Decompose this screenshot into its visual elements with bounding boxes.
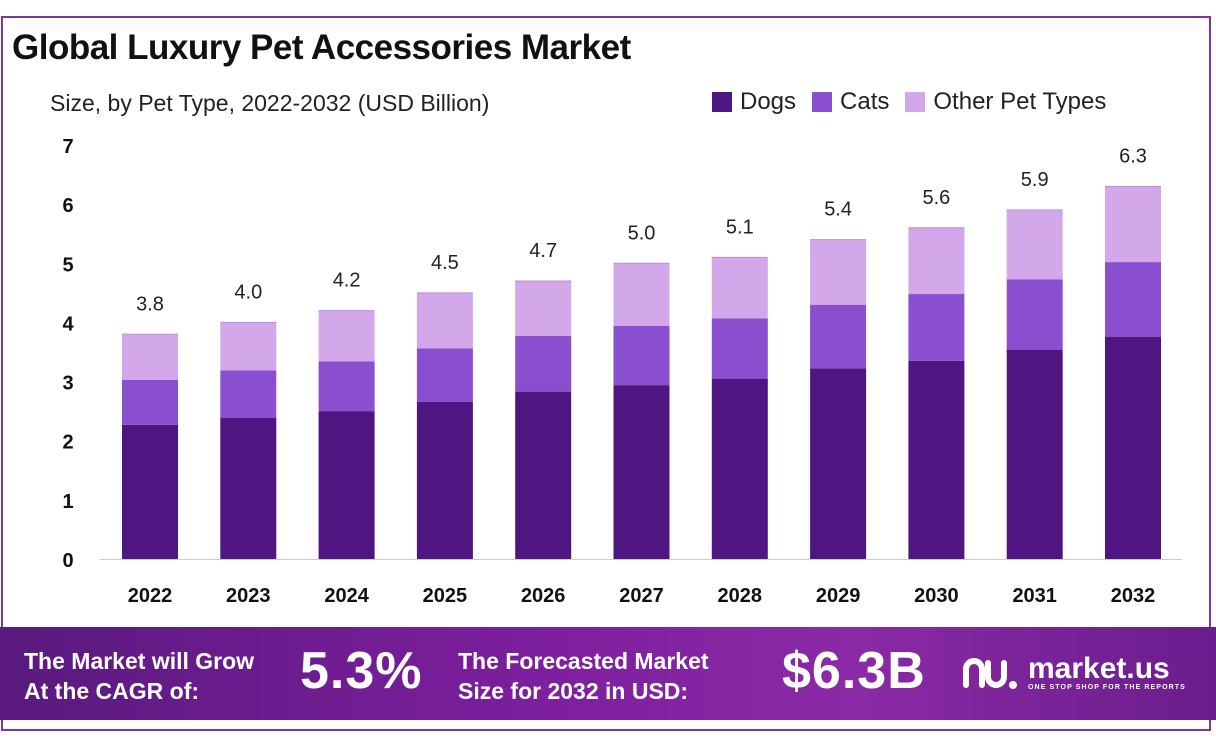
bar-segment-other-pet-types bbox=[416, 292, 473, 349]
brand-logo: market.us ONE STOP SHOP FOR THE REPORTS bbox=[962, 654, 1186, 691]
bar-segment-other-pet-types bbox=[613, 263, 670, 326]
legend: Dogs Cats Other Pet Types bbox=[712, 88, 1106, 116]
data-label: 5.9 bbox=[1021, 169, 1049, 191]
bar-segment-other-pet-types bbox=[908, 227, 965, 295]
x-tick-label: 2026 bbox=[521, 585, 566, 607]
x-tick-label: 2023 bbox=[226, 585, 271, 607]
data-label: 5.4 bbox=[824, 199, 852, 221]
cagr-value: 5.3% bbox=[300, 642, 423, 700]
legend-label-cats: Cats bbox=[840, 88, 890, 115]
y-tick-label: 0 bbox=[62, 550, 73, 572]
bar-segment-cats bbox=[613, 325, 670, 386]
y-tick-label: 2 bbox=[62, 432, 73, 454]
bar-segment-dogs bbox=[318, 411, 375, 559]
bar-segment-other-pet-types bbox=[711, 257, 768, 319]
forecast-value: $6.3B bbox=[782, 642, 926, 700]
data-label: 5.6 bbox=[922, 187, 950, 209]
bar-segment-dogs bbox=[220, 417, 277, 559]
stacked-bar-chart: 0 1 2 3 4 5 6 7 3.8 2022 4.0 2023 4.2 2024 4.5 2025 4.7 2… bbox=[62, 136, 1182, 607]
bar-segment-cats bbox=[122, 379, 178, 425]
bar-segment-cats bbox=[416, 348, 473, 402]
data-label: 4.7 bbox=[529, 240, 557, 262]
legend-label-dogs: Dogs bbox=[740, 88, 797, 115]
data-label: 5.0 bbox=[628, 222, 656, 244]
bar-segment-dogs bbox=[515, 391, 572, 559]
bar-segment-dogs bbox=[122, 424, 178, 559]
x-tick-label: 2028 bbox=[718, 585, 763, 607]
forecast-label: The Forecasted Market Size for 2032 in U… bbox=[458, 646, 709, 706]
x-tick-label: 2025 bbox=[423, 585, 468, 607]
data-label: 3.8 bbox=[136, 293, 164, 315]
chart-subtitle: Size, by Pet Type, 2022-2032 (USD Billio… bbox=[50, 90, 490, 116]
bar-segment-other-pet-types bbox=[515, 281, 572, 337]
bar-segment-other-pet-types bbox=[318, 310, 375, 362]
bar-segment-dogs bbox=[416, 401, 473, 559]
bar-segment-dogs bbox=[1006, 349, 1063, 559]
bar-segment-other-pet-types bbox=[810, 239, 867, 305]
data-label: 4.2 bbox=[333, 270, 361, 292]
bar-segment-cats bbox=[1105, 262, 1161, 337]
x-tick-label: 2029 bbox=[816, 585, 861, 607]
bar-segment-dogs bbox=[810, 368, 867, 559]
bar-segment-cats bbox=[220, 370, 277, 418]
data-label: 5.1 bbox=[726, 216, 754, 238]
bar-segment-dogs bbox=[613, 385, 670, 559]
data-label: 6.3 bbox=[1119, 145, 1147, 167]
cagr-label: The Market will Grow At the CAGR of: bbox=[24, 646, 254, 706]
legend-swatch-other bbox=[905, 92, 926, 112]
bar-segment-dogs bbox=[711, 378, 768, 559]
chart-title: Global Luxury Pet Accessories Market bbox=[12, 28, 631, 67]
y-tick-label: 4 bbox=[62, 313, 74, 335]
legend-swatch-cats bbox=[812, 92, 833, 112]
data-label: 4.0 bbox=[234, 281, 262, 303]
brand-tagline: ONE STOP SHOP FOR THE REPORTS bbox=[1028, 684, 1186, 691]
x-tick-label: 2030 bbox=[914, 585, 959, 607]
bar-segment-cats bbox=[1006, 279, 1063, 350]
data-label: 4.5 bbox=[431, 252, 459, 274]
bar-segment-dogs bbox=[1105, 336, 1161, 559]
brand-name: market.us bbox=[1028, 652, 1170, 685]
x-tick-label: 2032 bbox=[1111, 585, 1156, 607]
bar-segment-other-pet-types bbox=[122, 334, 178, 380]
legend-swatch-dogs bbox=[712, 92, 732, 112]
bar-segment-cats bbox=[908, 294, 965, 361]
y-tick-label: 3 bbox=[62, 373, 73, 395]
x-tick-label: 2022 bbox=[128, 585, 173, 607]
y-tick-label: 5 bbox=[62, 254, 73, 276]
legend-item-other: Other Pet Types bbox=[905, 88, 1106, 116]
forecast-label-line1: The Forecasted Market bbox=[458, 648, 709, 674]
x-tick-label: 2031 bbox=[1012, 585, 1057, 607]
forecast-label-line2: Size for 2032 in USD: bbox=[458, 678, 689, 704]
brand-text: market.us ONE STOP SHOP FOR THE REPORTS bbox=[1028, 652, 1186, 692]
bar-segment-cats bbox=[810, 304, 867, 369]
bar-segment-cats bbox=[515, 336, 572, 392]
bar-segment-other-pet-types bbox=[220, 322, 277, 371]
x-tick-label: 2027 bbox=[619, 585, 664, 607]
summary-banner: The Market will Grow At the CAGR of: 5.3… bbox=[0, 627, 1216, 720]
y-tick-label: 1 bbox=[62, 491, 73, 513]
cagr-label-line2: At the CAGR of: bbox=[24, 678, 200, 704]
cagr-label-line1: The Market will Grow bbox=[24, 648, 255, 674]
bar-segment-other-pet-types bbox=[1105, 186, 1161, 263]
legend-label-other: Other Pet Types bbox=[933, 88, 1107, 115]
bar-segment-dogs bbox=[908, 360, 965, 559]
y-tick-label: 7 bbox=[62, 136, 73, 158]
bar-segment-cats bbox=[711, 318, 768, 379]
y-tick-label: 6 bbox=[62, 195, 73, 217]
legend-item-dogs: Dogs bbox=[712, 88, 796, 116]
bar-segment-cats bbox=[318, 361, 375, 412]
legend-item-cats: Cats bbox=[812, 88, 889, 116]
x-tick-label: 2024 bbox=[324, 585, 369, 607]
bar-segment-other-pet-types bbox=[1006, 210, 1063, 280]
market-us-logo-icon bbox=[963, 657, 1017, 689]
